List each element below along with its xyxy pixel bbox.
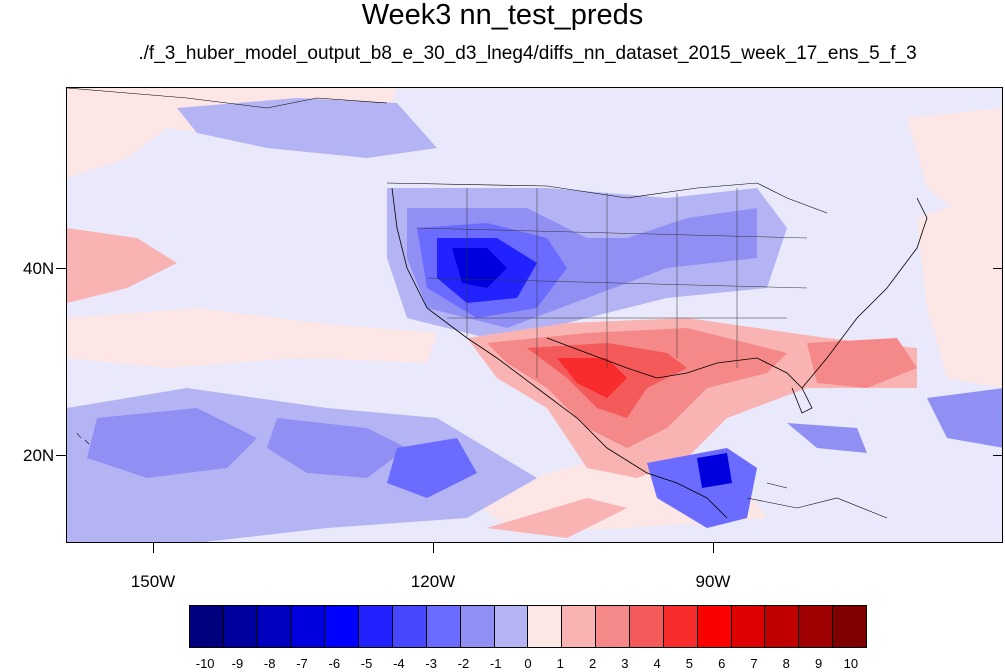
colorbar-label: -4 [393, 656, 405, 671]
colorbar-label: -10 [195, 656, 215, 671]
colorbar-swatch [663, 606, 698, 647]
coastline [801, 197, 928, 389]
colorbar-swatch [596, 606, 630, 647]
colorbar-label: -1 [489, 656, 502, 671]
anomaly-region [267, 418, 407, 478]
colorbar-swatch [833, 606, 866, 647]
map-panel [66, 87, 1003, 543]
colorbar-swatch [359, 606, 394, 647]
colorbar-swatch [190, 606, 224, 647]
coastline [546, 337, 803, 389]
anomaly-region [67, 228, 177, 303]
colorbar-swatch [765, 606, 800, 647]
anomaly-region [697, 453, 732, 488]
anomaly-region [917, 188, 1002, 388]
colorbar-label: 3 [621, 656, 629, 671]
anomaly-region [452, 248, 507, 288]
anomaly-region [557, 358, 627, 398]
coastline [746, 482, 888, 519]
colorbar-swatch [223, 606, 258, 647]
anomaly-region [907, 108, 1002, 218]
colorbar-swatch [393, 606, 427, 647]
colorbar-swatch [325, 606, 360, 647]
lon-label-120w: 120W [410, 572, 456, 591]
colorbar-label: 4 [653, 656, 661, 671]
anomaly-contour-field [67, 88, 1002, 542]
state-lines [416, 188, 808, 378]
axis-tick [56, 455, 66, 456]
anomaly-region [387, 438, 477, 498]
colorbar-label: 5 [685, 656, 694, 671]
coastline [386, 182, 828, 214]
anomaly-region [177, 98, 437, 158]
colorbar [189, 605, 867, 648]
colorbar-swatch [494, 606, 529, 647]
colorbar-swatch [731, 606, 766, 647]
colorbar-label: -5 [360, 656, 373, 671]
lon-label-150w: 150W [130, 572, 176, 591]
anomaly-region [87, 408, 257, 478]
colorbar-label: -6 [328, 656, 341, 671]
colorbar-swatch [528, 606, 563, 647]
lon-label-90w: 90W [695, 572, 731, 591]
coastline [67, 88, 388, 109]
colorbar-label: -8 [263, 656, 276, 671]
axis-tick [433, 543, 434, 553]
colorbar-label: -2 [457, 656, 470, 671]
anomaly-region [927, 388, 1002, 448]
colorbar-swatch [697, 606, 732, 647]
colorbar-label: 10 [843, 656, 859, 671]
colorbar-label: 7 [750, 656, 758, 671]
colorbar-label: 8 [782, 656, 790, 671]
colorbar-label: 2 [588, 656, 597, 671]
axis-tick [993, 268, 1003, 269]
colorbar-swatch [460, 606, 495, 647]
colorbar-label: 0 [524, 656, 532, 671]
axis-tick [713, 543, 714, 553]
colorbar-label: -9 [231, 656, 244, 671]
anomaly-region [807, 338, 917, 388]
coastline [76, 432, 90, 445]
colorbar-swatch [291, 606, 326, 647]
plot-subtitle: ./f_3_huber_model_output_b8_e_30_d3_lneg… [138, 43, 917, 64]
plot-title: Week3 nn_test_preds [361, 0, 644, 31]
lat-label-40n: 40N [23, 259, 55, 278]
colorbar-swatch [426, 606, 461, 647]
colorbar-label: 6 [718, 656, 726, 671]
anomaly-region [487, 498, 627, 538]
lat-label-20n: 20N [23, 446, 55, 465]
axis-tick [56, 268, 66, 269]
colorbar-label: 1 [556, 656, 564, 671]
colorbar-swatch [799, 606, 834, 647]
colorbar-label: 9 [814, 656, 823, 671]
axis-tick [993, 455, 1003, 456]
coastline [391, 187, 728, 519]
colorbar-label: -7 [296, 656, 308, 671]
coastline [791, 387, 813, 414]
colorbar-swatch [257, 606, 292, 647]
anomaly-region [67, 308, 437, 368]
colorbar-swatch [562, 606, 597, 647]
colorbar-label: -3 [425, 656, 437, 671]
axis-tick [153, 543, 154, 553]
colorbar-swatch [629, 606, 664, 647]
anomaly-region [787, 423, 867, 453]
